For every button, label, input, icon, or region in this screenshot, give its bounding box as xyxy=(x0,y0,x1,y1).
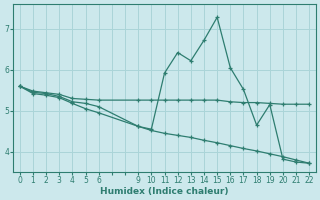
X-axis label: Humidex (Indice chaleur): Humidex (Indice chaleur) xyxy=(100,187,229,196)
